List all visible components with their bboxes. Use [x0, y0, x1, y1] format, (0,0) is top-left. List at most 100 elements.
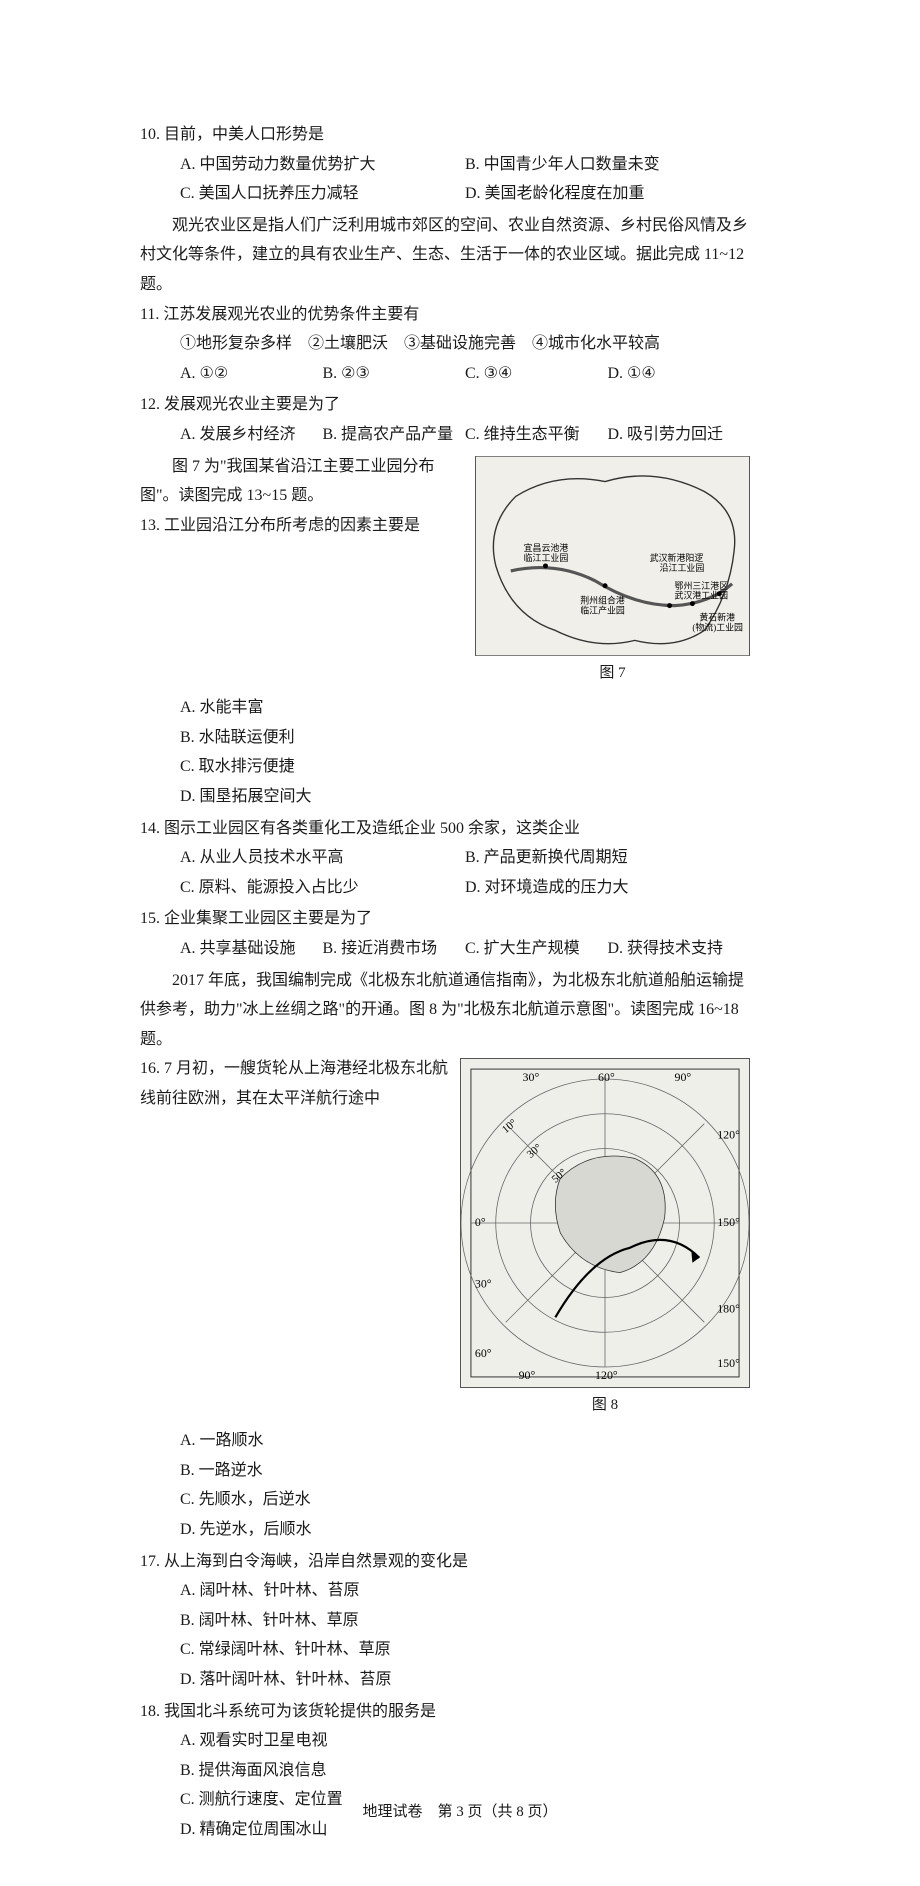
- choices-line: ①地形复杂多样 ②土壤肥沃 ③基础设施完善 ④城市化水平较高: [140, 329, 750, 359]
- options: A. 观看实时卫星电视 B. 提供海面风浪信息 C. 测航行速度、定位置 D. …: [140, 1726, 750, 1844]
- qnum: 14.: [140, 820, 160, 837]
- opt-a: A. 从业人员技术水平高: [180, 843, 465, 873]
- fig7-label-c: 武汉新港阳逻: [650, 551, 704, 562]
- opt-a: A. ①②: [180, 359, 323, 389]
- stem: 14.图示工业园区有各类重化工及造纸企业 500 余家，这类企业: [140, 814, 750, 844]
- opt-c: C. 原料、能源投入占比少: [180, 873, 465, 903]
- stem: 10.目前，中美人口形势是: [140, 120, 750, 150]
- options: A. 发展乡村经济 B. 提高农产品产量 C. 维持生态平衡 D. 吸引劳力回迁: [140, 420, 750, 450]
- page-footer: 地理试卷 第 3 页（共 8 页）: [0, 1799, 920, 1827]
- question-12: 12.发展观光农业主要是为了 A. 发展乡村经济 B. 提高农产品产量 C. 维…: [140, 390, 750, 449]
- opt-d: D. ①④: [608, 359, 751, 389]
- opt-b: B. 中国青少年人口数量未变: [465, 150, 750, 180]
- options: A. 从业人员技术水平高 B. 产品更新换代周期短 C. 原料、能源投入占比少 …: [140, 843, 750, 902]
- fig7-label-a: 宜昌云池港: [524, 542, 569, 553]
- svg-text:0°: 0°: [475, 1215, 486, 1229]
- qnum: 10.: [140, 126, 160, 143]
- opt-a: A. 阔叶林、针叶林、苔原: [180, 1576, 750, 1606]
- opt-d: D. 对环境造成的压力大: [465, 873, 750, 903]
- opt-a: A. 发展乡村经济: [180, 420, 323, 450]
- opt-a: A. 中国劳动力数量优势扩大: [180, 150, 465, 180]
- opt-c: C. 维持生态平衡: [465, 420, 608, 450]
- opt-a: A. 观看实时卫星电视: [180, 1726, 750, 1756]
- opt-c: C. 美国人口抚养压力减轻: [180, 179, 465, 209]
- opt-b: B. 水陆联运便利: [180, 723, 750, 753]
- opt-d: D. 先逆水，后顺水: [180, 1515, 750, 1545]
- svg-text:90°: 90°: [519, 1368, 536, 1382]
- qnum: 18.: [140, 1703, 160, 1720]
- svg-text:90°: 90°: [675, 1070, 692, 1084]
- opt-d: D. 吸引劳力回迁: [608, 420, 751, 450]
- stem-text: 从上海到白令海峡，沿岸自然景观的变化是: [164, 1553, 468, 1570]
- stem-text: 发展观光农业主要是为了: [164, 396, 340, 413]
- stem: 18.我国北斗系统可为该货轮提供的服务是: [140, 1697, 750, 1727]
- svg-text:150°: 150°: [717, 1215, 740, 1229]
- svg-text:120°: 120°: [595, 1368, 618, 1382]
- options: A. ①② B. ②③ C. ③④ D. ①④: [140, 359, 750, 389]
- svg-text:30°: 30°: [475, 1277, 492, 1291]
- svg-text:沿江工业园: 沿江工业园: [660, 562, 705, 572]
- figure-8-map: 30° 60° 90° 120° 150° 180° 150° 120° 90°…: [460, 1058, 750, 1388]
- opt-b: B. 提供海面风浪信息: [180, 1756, 750, 1786]
- stem-text: 江苏发展观光农业的优势条件主要有: [163, 306, 419, 323]
- qnum: 11.: [140, 306, 159, 323]
- opt-d: D. 获得技术支持: [608, 934, 751, 964]
- opt-c: C. 常绿阔叶林、针叶林、草原: [180, 1635, 750, 1665]
- block-16-18: 30° 60° 90° 120° 150° 180° 150° 120° 90°…: [140, 1054, 750, 1846]
- opt-c: C. 取水排污便捷: [180, 752, 750, 782]
- opt-a: A. 共享基础设施: [180, 934, 323, 964]
- qnum: 12.: [140, 396, 160, 413]
- qnum: 16.: [140, 1060, 160, 1077]
- opt-c: C. 扩大生产规模: [465, 934, 608, 964]
- opt-b: B. 接近消费市场: [323, 934, 466, 964]
- svg-text:临江产业园: 临江产业园: [580, 604, 625, 615]
- question-10: 10.目前，中美人口形势是 A. 中国劳动力数量优势扩大 B. 中国青少年人口数…: [140, 120, 750, 209]
- options: A. 阔叶林、针叶林、苔原 B. 阔叶林、针叶林、草原 C. 常绿阔叶林、针叶林…: [140, 1576, 750, 1694]
- stem: 15.企业集聚工业园区主要是为了: [140, 904, 750, 934]
- figure-7-map: 宜昌云池港 临江工业园 荆州组合港 临江产业园 武汉新港阳逻 沿江工业园 鄂州三…: [475, 456, 750, 656]
- svg-text:180°: 180°: [717, 1302, 740, 1316]
- opt-d: D. 落叶阔叶林、针叶林、苔原: [180, 1665, 750, 1695]
- svg-text:30°: 30°: [523, 1070, 540, 1084]
- stem-text: 图示工业园区有各类重化工及造纸企业 500 余家，这类企业: [164, 820, 580, 837]
- stem-text: 目前，中美人口形势是: [164, 126, 324, 143]
- question-17: 17.从上海到白令海峡，沿岸自然景观的变化是 A. 阔叶林、针叶林、苔原 B. …: [140, 1547, 750, 1695]
- stem-text: 工业园沿江分布所考虑的因素主要是: [164, 517, 420, 534]
- opt-d: D. 美国老龄化程度在加重: [465, 179, 750, 209]
- fig7-label-d: 鄂州三江港区: [675, 579, 729, 590]
- question-14: 14.图示工业园区有各类重化工及造纸企业 500 余家，这类企业 A. 从业人员…: [140, 814, 750, 903]
- opt-b: B. 提高农产品产量: [323, 420, 466, 450]
- stem-text: 企业集聚工业园区主要是为了: [164, 910, 372, 927]
- svg-text:60°: 60°: [598, 1070, 615, 1084]
- opt-a: A. 一路顺水: [180, 1426, 750, 1456]
- passage-11-12: 观光农业区是指人们广泛利用城市郊区的空间、农业自然资源、乡村民俗风情及乡村文化等…: [140, 211, 750, 300]
- figure-8: 30° 60° 90° 120° 150° 180° 150° 120° 90°…: [460, 1058, 750, 1420]
- figure-7-caption: 图 7: [475, 660, 750, 688]
- fig7-label-e: 黄石新港: [699, 611, 735, 622]
- opt-c: C. 先顺水，后逆水: [180, 1485, 750, 1515]
- stem-text: 我国北斗系统可为该货轮提供的服务是: [164, 1703, 436, 1720]
- figure-7: 宜昌云池港 临江工业园 荆州组合港 临江产业园 武汉新港阳逻 沿江工业园 鄂州三…: [475, 456, 750, 688]
- svg-text:60°: 60°: [475, 1346, 492, 1360]
- opt-d: D. 围垦拓展空间大: [180, 782, 750, 812]
- passage-16-18: 2017 年底，我国编制完成《北极东北航道通信指南》，为北极东北航道船舶运输提供…: [140, 966, 750, 1055]
- passage-13-15-block: 宜昌云池港 临江工业园 荆州组合港 临江产业园 武汉新港阳逻 沿江工业园 鄂州三…: [140, 452, 750, 905]
- question-15: 15.企业集聚工业园区主要是为了 A. 共享基础设施 B. 接近消费市场 C. …: [140, 904, 750, 963]
- stem-text: 7 月初，一艘货轮从上海港经北极东北航线前往欧洲，其在太平洋航行途中: [140, 1060, 448, 1107]
- stem: 17.从上海到白令海峡，沿岸自然景观的变化是: [140, 1547, 750, 1577]
- qnum: 17.: [140, 1553, 160, 1570]
- opt-a: A. 水能丰富: [180, 693, 750, 723]
- opt-b: B. ②③: [323, 359, 466, 389]
- qnum: 15.: [140, 910, 160, 927]
- qnum: 13.: [140, 517, 160, 534]
- stem: 11.江苏发展观光农业的优势条件主要有: [140, 300, 750, 330]
- question-11: 11.江苏发展观光农业的优势条件主要有 ①地形复杂多样 ②土壤肥沃 ③基础设施完…: [140, 300, 750, 389]
- stem: 12.发展观光农业主要是为了: [140, 390, 750, 420]
- opt-b: B. 一路逆水: [180, 1456, 750, 1486]
- svg-text:武汉港工业园: 武汉港工业园: [675, 589, 729, 600]
- figure-8-caption: 图 8: [460, 1392, 750, 1420]
- svg-text:(物流)工业园: (物流)工业园: [692, 621, 743, 632]
- options: A. 中国劳动力数量优势扩大 B. 中国青少年人口数量未变 C. 美国人口抚养压…: [140, 150, 750, 209]
- options: A. 共享基础设施 B. 接近消费市场 C. 扩大生产规模 D. 获得技术支持: [140, 934, 750, 964]
- svg-text:150°: 150°: [717, 1356, 740, 1370]
